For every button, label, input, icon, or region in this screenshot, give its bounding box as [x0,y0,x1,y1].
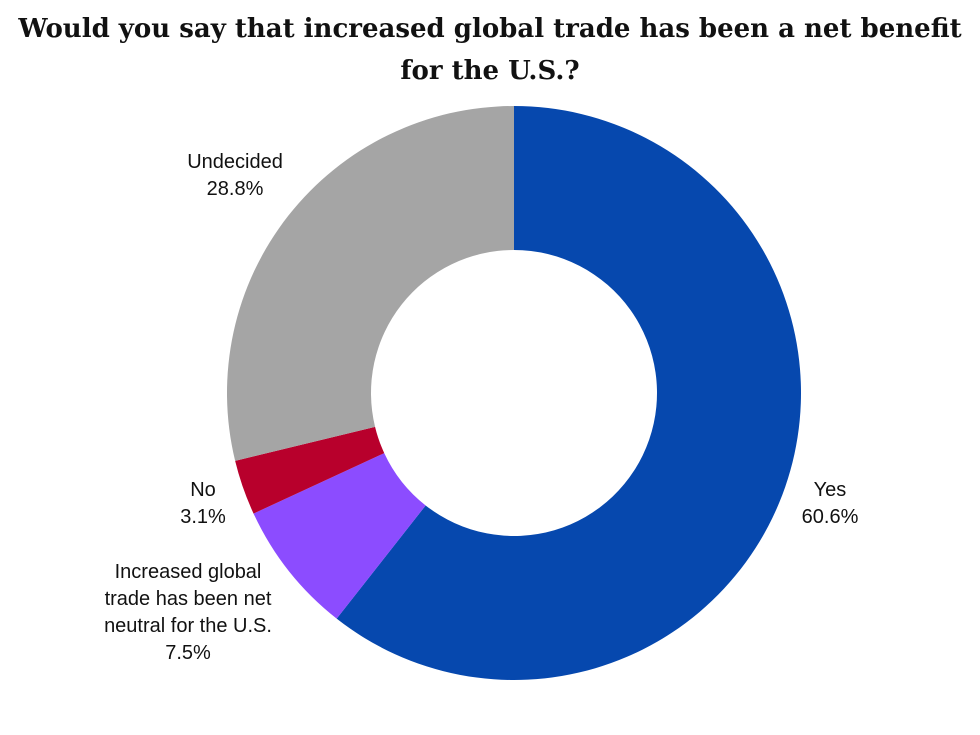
slice-label-2: No 3.1% [180,479,226,528]
slice-value-label: 3.1% [180,506,226,528]
slice-name-label: trade has been net [105,588,272,610]
slice-no [235,426,385,514]
slice-undecided [227,105,514,461]
slice-name-label: No [190,479,216,501]
slice-name-label: Yes [814,479,847,501]
slice-yes [336,106,802,681]
chart-title-line-1: Would you say that increased global trad… [18,14,962,44]
slice-increased-global [253,453,426,619]
chart-title-line-2: for the U.S.? [400,56,580,86]
slice-label-1: Increased global trade has been net neutra… [104,561,272,664]
slice-label-0: Yes 60.6% [802,479,859,528]
slice-labels: Yes 60.6% Increased global trade has been n… [104,151,859,664]
chart-title: Would you say that increased global trad… [0,8,980,92]
slice-name-label: Increased global [115,561,262,583]
slice-value-label: 28.8% [207,178,264,200]
slice-name-label: Undecided [187,151,283,173]
donut-slices [227,105,802,681]
slice-value-label: 60.6% [802,506,859,528]
slice-value-label: 7.5% [165,642,211,664]
slice-label-3: Undecided 28.8% [187,151,283,200]
slice-name-label: neutral for the U.S. [104,615,272,637]
